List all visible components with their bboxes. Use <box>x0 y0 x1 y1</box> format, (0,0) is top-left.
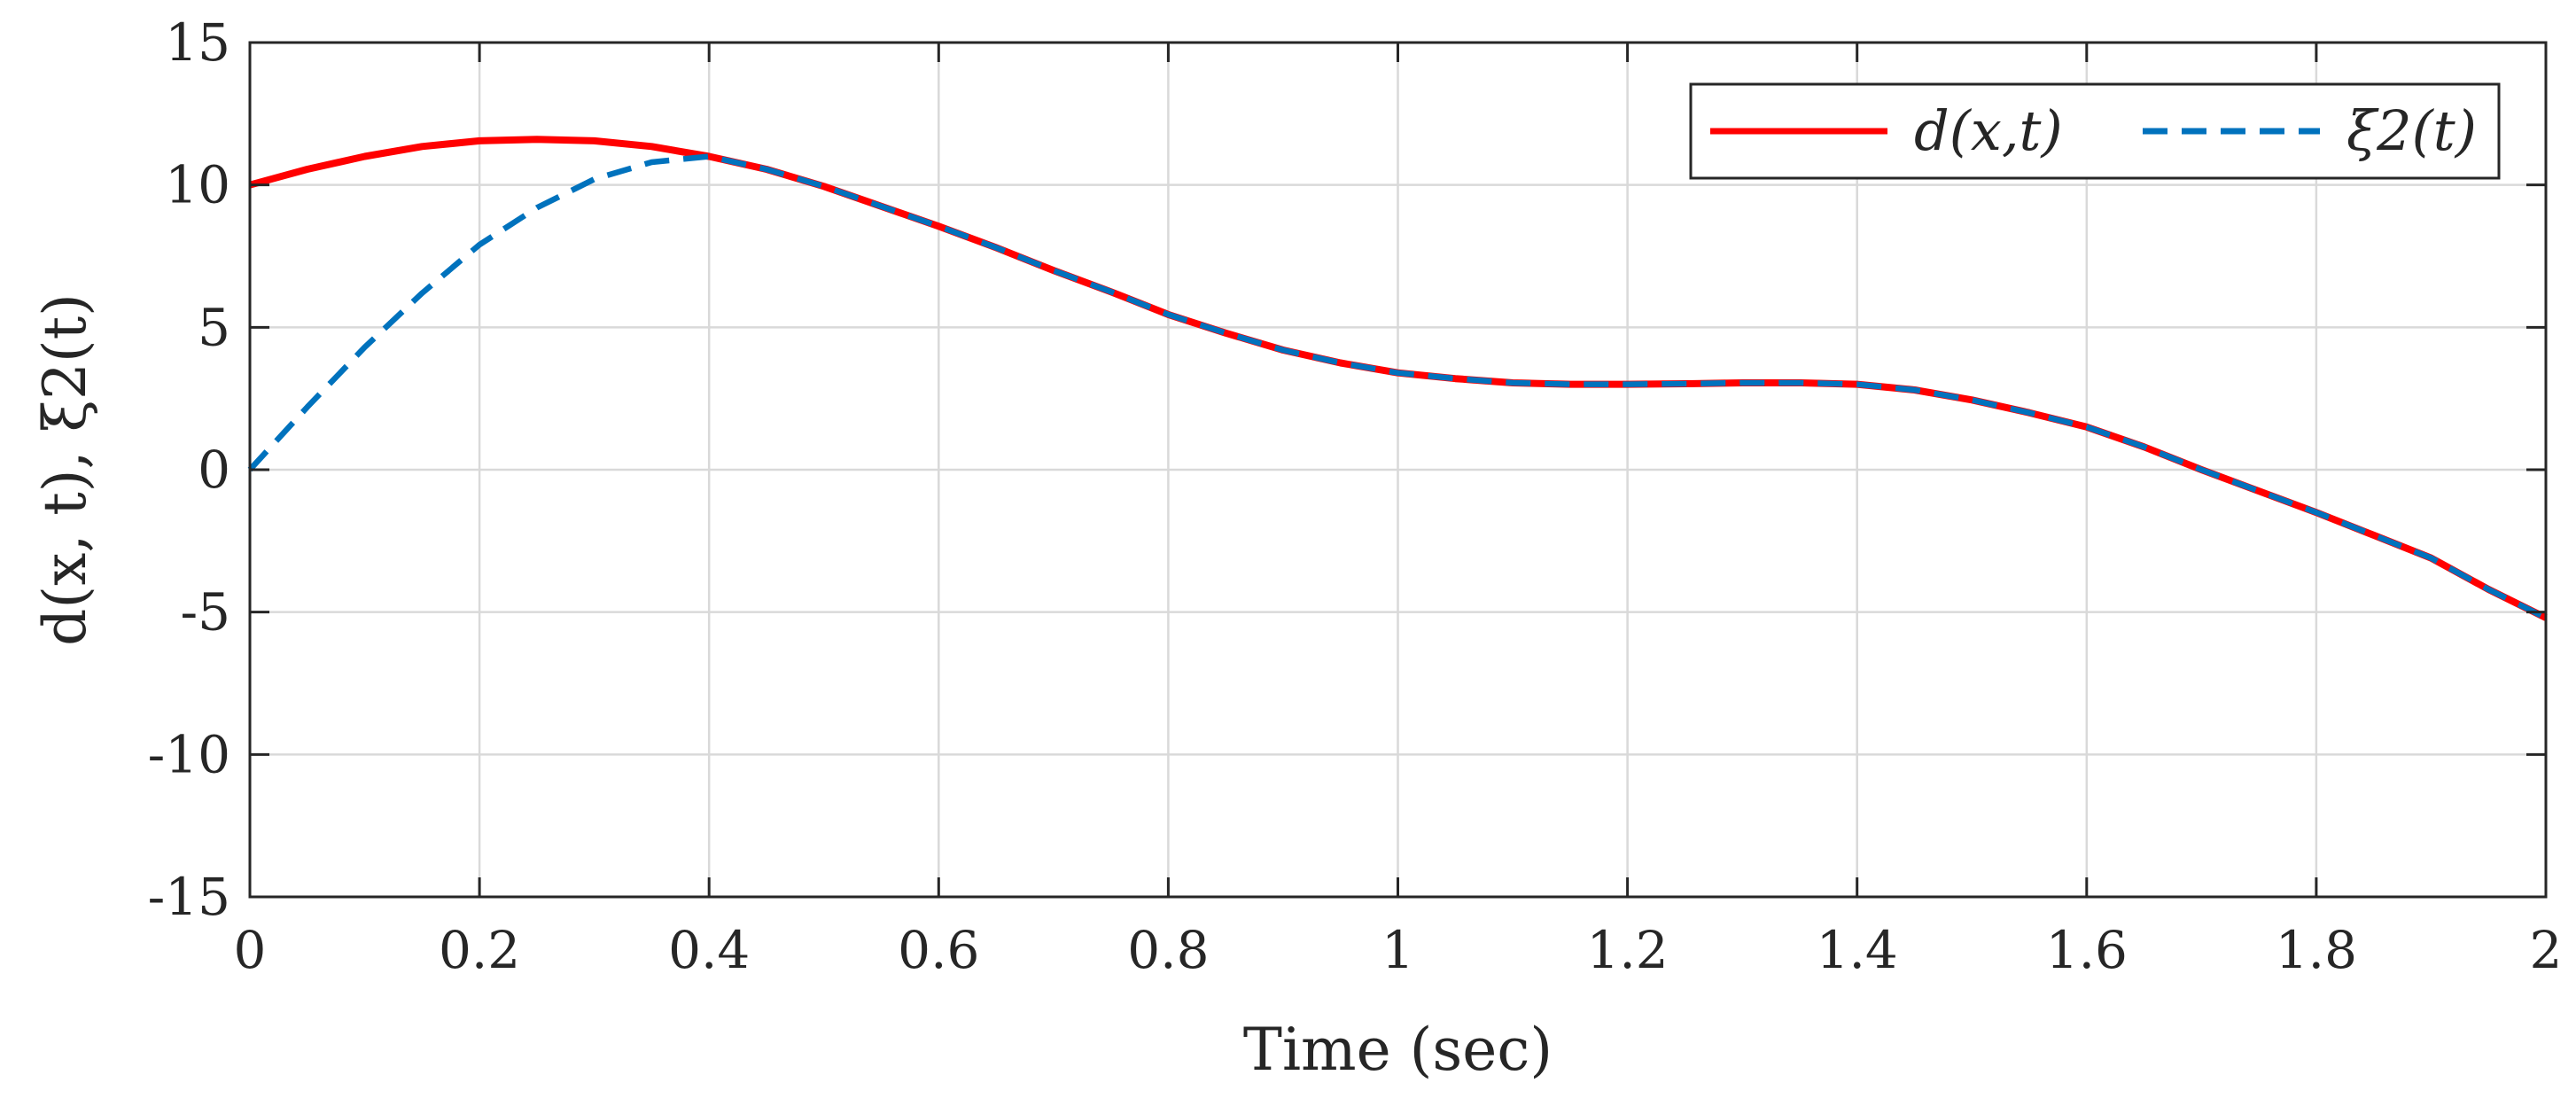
y-tick-label: -15 <box>148 867 230 927</box>
x-tick-label: 1.6 <box>2046 920 2128 980</box>
x-tick-label: 0.2 <box>439 920 520 980</box>
x-tick-label: 1.4 <box>1817 920 1898 980</box>
y-tick-label: 0 <box>198 440 230 500</box>
x-tick-label: 1 <box>1381 920 1414 980</box>
x-tick-label: 2 <box>2530 920 2563 980</box>
legend: d(x,t) ξ2(t) <box>1689 82 2501 180</box>
y-tick-label: -10 <box>148 724 230 784</box>
x-tick-label: 0.6 <box>898 920 979 980</box>
series-layer <box>247 136 2548 621</box>
tick-labels: 0 0.2 0.4 0.6 0.8 1 1.2 1.4 1.6 1.8 2 -15 -10 -5 0 5 10 1… <box>148 12 2563 980</box>
x-tick-label: 0.8 <box>1127 920 1209 980</box>
legend-label-2: ξ2(t) <box>2346 98 2477 163</box>
y-tick-label: 10 <box>165 155 230 215</box>
x-tick-label: 0.4 <box>668 920 750 980</box>
series-line-2 <box>247 153 2548 621</box>
x-tick-label: 1.8 <box>2276 920 2357 980</box>
legend-label-1: d(x,t) <box>1914 98 2063 163</box>
y-tick-label: 5 <box>198 297 230 357</box>
ticks <box>248 41 2548 899</box>
x-tick-label: 1.2 <box>1586 920 1668 980</box>
y-tick-label: 15 <box>165 12 230 73</box>
y-axis-label: d(x, t), ξ2(t) <box>31 293 99 646</box>
x-tick-label: 0 <box>234 920 267 980</box>
x-axis-label: Time (sec) <box>1243 1016 1553 1084</box>
y-tick-label: -5 <box>181 582 231 643</box>
